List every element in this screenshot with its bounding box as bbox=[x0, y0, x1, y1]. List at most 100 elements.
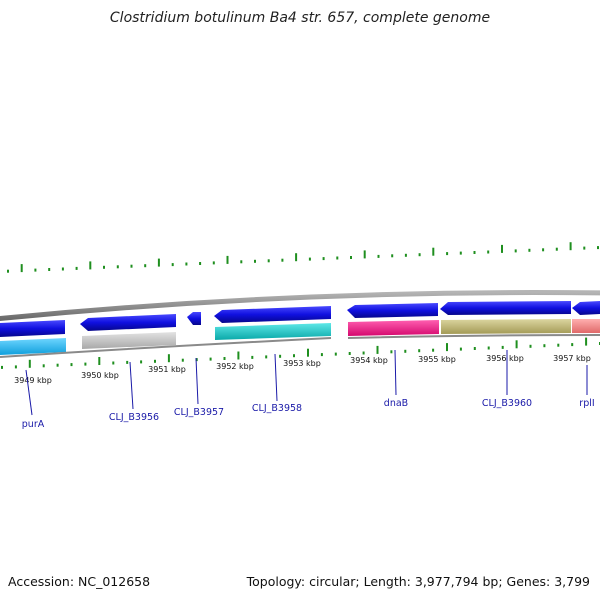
feature-CLJ_B3956[interactable] bbox=[82, 332, 176, 349]
cds-arrow[interactable] bbox=[80, 314, 176, 331]
tick-mark bbox=[514, 249, 517, 253]
tick-mark bbox=[212, 261, 215, 265]
tick-mark bbox=[542, 248, 545, 252]
gene-label-dnaB[interactable]: dnaB bbox=[384, 398, 408, 409]
tick-mark bbox=[583, 246, 586, 250]
tick-mark bbox=[28, 359, 31, 368]
tick-mark bbox=[61, 267, 64, 271]
tick-mark bbox=[376, 345, 379, 354]
tick-mark bbox=[391, 254, 394, 258]
kbp-label: 3955 kbp bbox=[418, 355, 456, 364]
tick-mark bbox=[569, 242, 572, 251]
tick-mark bbox=[487, 346, 490, 350]
tick-mark bbox=[555, 247, 558, 251]
cds-arrow[interactable] bbox=[0, 320, 65, 337]
kbp-label: 3952 kbp bbox=[216, 362, 254, 371]
tick-mark bbox=[1, 365, 3, 369]
strand-line bbox=[347, 334, 600, 339]
tick-mark bbox=[307, 348, 309, 357]
genome-backbone bbox=[0, 290, 600, 322]
tick-mark bbox=[293, 354, 295, 358]
tick-mark bbox=[432, 247, 435, 256]
tick-mark bbox=[585, 337, 588, 346]
tick-mark bbox=[571, 343, 574, 347]
tick-mark bbox=[75, 266, 78, 270]
tick-mark bbox=[267, 259, 270, 263]
tick-mark bbox=[20, 264, 23, 273]
tick-mark bbox=[157, 258, 160, 267]
tick-mark bbox=[418, 349, 421, 353]
accession-text: Accession: NC_012658 bbox=[8, 574, 150, 589]
kbp-label: 3949 kbp bbox=[14, 376, 52, 385]
tick-mark bbox=[377, 254, 380, 258]
tick-mark bbox=[473, 347, 476, 350]
tick-mark bbox=[501, 244, 503, 253]
kbp-label: 3956 kbp bbox=[486, 354, 524, 363]
cds-arrow[interactable] bbox=[187, 312, 201, 325]
cds-arrow[interactable] bbox=[214, 306, 331, 323]
tick-mark bbox=[336, 256, 339, 260]
gene-label-CLJ_B3956[interactable]: CLJ_B3956 bbox=[109, 412, 159, 423]
gene-label-purA[interactable]: purA bbox=[22, 419, 45, 430]
tick-mark bbox=[14, 365, 17, 369]
tick-mark bbox=[181, 358, 184, 362]
tick-mark bbox=[265, 355, 268, 359]
tick-mark bbox=[363, 250, 366, 259]
tick-mark bbox=[226, 255, 229, 264]
tick-mark bbox=[70, 363, 73, 367]
tick-mark bbox=[84, 362, 87, 366]
tick-mark bbox=[350, 256, 352, 259]
genome-summary-text: Topology: circular; Length: 3,977,794 bp… bbox=[246, 574, 590, 589]
feature-purA[interactable] bbox=[0, 338, 66, 355]
feature-track bbox=[0, 319, 600, 355]
tick-mark bbox=[48, 268, 51, 271]
tick-mark bbox=[308, 257, 311, 261]
tick-mark bbox=[116, 265, 119, 269]
gene-label-CLJ_B3957[interactable]: CLJ_B3957 bbox=[174, 407, 224, 418]
cds-arrow[interactable] bbox=[572, 301, 600, 315]
tick-mark bbox=[597, 246, 599, 250]
tick-mark bbox=[89, 261, 92, 270]
kbp-label: 3957 kbp bbox=[553, 354, 591, 363]
tick-mark bbox=[446, 252, 449, 256]
tick-mark bbox=[295, 253, 298, 262]
tick-mark bbox=[209, 357, 212, 361]
gene-label-CLJ_B3958[interactable]: CLJ_B3958 bbox=[252, 403, 302, 414]
gene-label-CLJ_B3960[interactable]: CLJ_B3960 bbox=[482, 398, 532, 409]
tick-mark bbox=[126, 360, 129, 364]
tick-mark bbox=[459, 251, 462, 255]
tick-mark bbox=[487, 250, 490, 254]
tick-mark bbox=[557, 343, 560, 347]
gene-leaders bbox=[25, 349, 588, 416]
cds-arrow[interactable] bbox=[440, 301, 571, 315]
tick-mark bbox=[185, 262, 188, 266]
tick-mark bbox=[167, 354, 170, 363]
tick-mark bbox=[334, 352, 337, 356]
kbp-scale: 3949 kbp 3950 kbp 3951 kbp 3952 kbp 3953… bbox=[14, 354, 591, 385]
tick-mark bbox=[112, 361, 115, 365]
tick-mark bbox=[543, 344, 546, 348]
map-title: Clostridium botulinum Ba4 str. 657, comp… bbox=[110, 10, 490, 26]
tick-mark bbox=[144, 264, 147, 268]
gene-label-rplI[interactable]: rplI bbox=[579, 398, 594, 409]
kbp-label: 3953 kbp bbox=[283, 359, 321, 368]
tick-mark bbox=[459, 347, 462, 351]
tick-mark bbox=[418, 253, 421, 257]
tick-mark bbox=[281, 258, 284, 262]
tick-mark bbox=[223, 357, 226, 360]
feature-CLJ_B3960[interactable] bbox=[441, 319, 571, 334]
feature-rplI[interactable] bbox=[572, 319, 600, 333]
feature-CLJ_B3958[interactable] bbox=[215, 323, 331, 340]
feature-dnaB[interactable] bbox=[348, 320, 439, 336]
tick-mark bbox=[103, 265, 105, 269]
tick-mark bbox=[237, 351, 240, 360]
tick-mark bbox=[130, 264, 133, 268]
tick-mark bbox=[501, 345, 504, 349]
tick-mark bbox=[98, 357, 101, 365]
tick-mark bbox=[279, 354, 282, 358]
cds-arrow[interactable] bbox=[347, 303, 438, 318]
tick-mark bbox=[56, 363, 59, 367]
tick-mark bbox=[254, 259, 256, 263]
tick-mark bbox=[348, 352, 351, 355]
tick-mark bbox=[199, 262, 202, 265]
